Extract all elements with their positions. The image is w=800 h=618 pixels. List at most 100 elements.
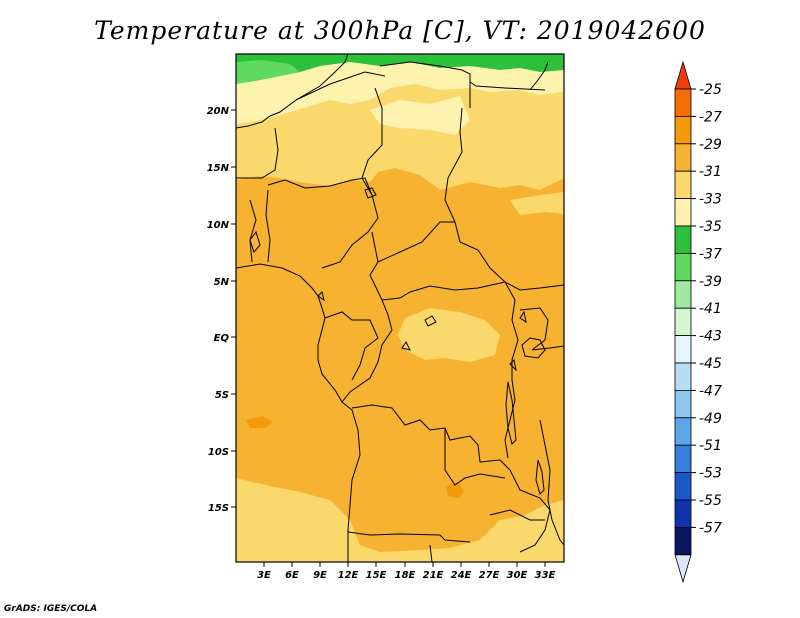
border-mali-niger	[236, 127, 279, 179]
colorbar-label: -49	[699, 411, 722, 427]
lon-tick-label: 33E	[535, 570, 556, 581]
colorbar-label: -39	[699, 274, 722, 290]
colorbar-label: -25	[699, 82, 722, 98]
field-east-light	[510, 192, 564, 215]
lat-tick-label: 15S	[208, 503, 229, 514]
border-libya-egypt	[469, 81, 546, 108]
latitude-axis: 20N 15N 10N 5N EQ 5S 10S 15S	[207, 106, 236, 514]
colorbar-label: -45	[699, 356, 722, 372]
red-sea-coast	[529, 61, 549, 91]
border-angola-namibia	[347, 531, 471, 543]
colorbar-label: -51	[699, 438, 722, 454]
colorbar-top-arrow	[674, 60, 692, 90]
colorbar-cell	[674, 88, 692, 117]
lon-tick-label: 15E	[366, 570, 387, 581]
lon-tick-label: 30E	[507, 570, 528, 581]
border-zimbabwe	[489, 509, 545, 521]
border-drc-east	[504, 281, 519, 459]
lake-malawi	[535, 459, 545, 495]
field-orange-spot-south	[446, 482, 464, 498]
colorbar-cell	[674, 280, 692, 309]
colorbar-cell	[674, 116, 692, 145]
lon-tick-label: 27E	[479, 570, 500, 581]
border-congo-drc	[341, 299, 393, 403]
colorbar-label: -43	[699, 329, 722, 345]
colorbar-cell	[674, 252, 692, 282]
colorbar-label: -29	[699, 137, 722, 153]
lon-tick-label: 3E	[257, 570, 271, 581]
border-niger-algeria	[295, 71, 386, 101]
field-green	[236, 54, 564, 84]
field-orange-spot-west	[246, 416, 272, 428]
colorbar-cell	[674, 417, 692, 446]
colorbar-label: -37	[699, 246, 722, 262]
colorbar-label: -57	[699, 520, 722, 536]
colorbar-cell	[674, 499, 692, 528]
colorbar-cell	[674, 335, 692, 364]
border-benin-togo	[265, 189, 271, 263]
lat-tick-label: 5S	[215, 390, 229, 401]
colorbar-cell	[674, 143, 692, 172]
coastline-west	[236, 54, 349, 129]
lake-central-1	[424, 315, 437, 327]
field-north-pale	[236, 54, 564, 124]
colorbar: -25 -27 -29 -31 -33 -35 -37 -39 -41 -43 -45 -47 -49 -…	[674, 60, 722, 584]
lat-tick-label: 10S	[208, 447, 229, 458]
lake-central-2	[401, 341, 411, 351]
field-pale-lobe	[370, 96, 470, 135]
temperature-field	[236, 54, 564, 562]
colorbar-label: -35	[699, 219, 722, 235]
border-angola-zambia	[444, 428, 506, 486]
lon-tick-label: 12E	[338, 570, 359, 581]
border-car-drc	[409, 281, 506, 293]
colorbar-label: -47	[699, 383, 722, 399]
plot-title: Temperature at 300hPa [C], VT: 201904260…	[94, 16, 706, 45]
lake-chad	[364, 187, 377, 199]
border-ghana	[249, 199, 257, 263]
colorbar-cell	[674, 527, 692, 556]
grads-credit: GrADS: IGES/COLA	[4, 604, 98, 614]
island-bioko	[317, 291, 325, 302]
lat-tick-label: 15N	[207, 163, 230, 174]
lake-albert	[519, 310, 527, 324]
field-south-light	[236, 478, 564, 562]
coastline-gulf-guinea	[236, 263, 361, 562]
lake-victoria	[521, 337, 546, 359]
lon-tick-label: 18E	[395, 570, 416, 581]
colorbar-cell	[674, 472, 692, 501]
colorbar-bottom-arrow	[674, 554, 692, 584]
colorbar-label: -41	[699, 301, 722, 317]
lat-tick-label: 10N	[207, 220, 230, 231]
border-cameroon-car	[369, 231, 411, 301]
field-central-light	[398, 308, 500, 362]
field-lightgreen	[236, 60, 300, 84]
lon-tick-label: 21E	[423, 570, 444, 581]
lat-tick-label: 5N	[214, 277, 230, 288]
border-uganda-kenya	[519, 307, 549, 351]
colorbar-cell	[674, 444, 692, 474]
border-tanzania	[531, 345, 564, 351]
lon-tick-label: 6E	[285, 570, 299, 581]
border-niger-chad	[361, 87, 383, 196]
lat-tick-label: EQ	[214, 333, 230, 344]
colorbar-label: -27	[699, 109, 722, 125]
border-nigeria	[267, 177, 379, 269]
colorbar-label: -33	[699, 192, 722, 208]
lake-volta	[249, 230, 261, 253]
colorbar-label: -53	[699, 466, 722, 482]
colorbar-label: -55	[699, 493, 722, 509]
longitude-axis: 3E 6E 9E 12E 15E 18E 21E 24E 27E 30E 33E	[257, 562, 556, 581]
colorbar-cell	[674, 362, 692, 391]
border-niger-libya	[379, 61, 471, 108]
colorbar-label: -31	[699, 164, 722, 180]
lat-tick-label: 20N	[207, 106, 230, 117]
border-chad-car	[377, 221, 455, 263]
colorbar-cell	[674, 307, 692, 337]
colorbar-cell	[674, 198, 692, 227]
border-east-coast	[539, 419, 564, 546]
country-borders	[236, 54, 564, 562]
border-gabon	[324, 311, 379, 381]
colorbar-cell	[674, 389, 692, 419]
map-frame	[235, 53, 565, 563]
